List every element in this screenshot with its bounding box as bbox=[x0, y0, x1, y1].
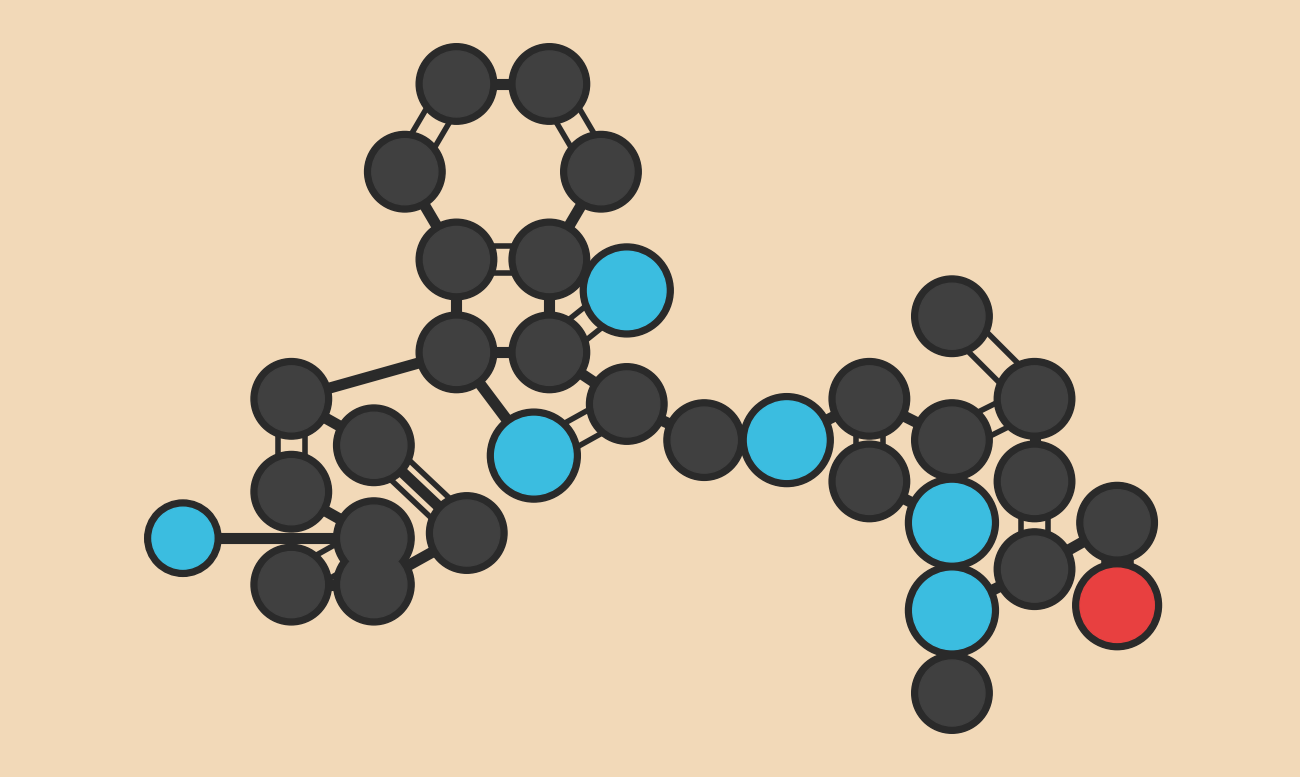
Circle shape bbox=[488, 409, 580, 502]
Circle shape bbox=[1001, 448, 1067, 514]
Circle shape bbox=[994, 441, 1075, 521]
Circle shape bbox=[144, 500, 221, 577]
Circle shape bbox=[341, 413, 407, 479]
Circle shape bbox=[913, 571, 991, 650]
Circle shape bbox=[516, 319, 582, 385]
Circle shape bbox=[919, 407, 985, 473]
Circle shape bbox=[251, 545, 332, 625]
Circle shape bbox=[588, 251, 666, 329]
Circle shape bbox=[494, 416, 573, 495]
Circle shape bbox=[594, 371, 660, 437]
Circle shape bbox=[1080, 568, 1154, 643]
Circle shape bbox=[334, 405, 415, 486]
Circle shape bbox=[1001, 536, 1067, 602]
Circle shape bbox=[911, 653, 992, 733]
Circle shape bbox=[919, 283, 985, 350]
Circle shape bbox=[251, 358, 332, 439]
Circle shape bbox=[510, 312, 590, 392]
Circle shape bbox=[994, 529, 1075, 609]
Circle shape bbox=[911, 400, 992, 480]
Circle shape bbox=[580, 244, 673, 337]
Circle shape bbox=[424, 51, 490, 117]
Circle shape bbox=[426, 493, 507, 573]
Circle shape bbox=[424, 319, 490, 385]
Circle shape bbox=[568, 138, 634, 205]
Circle shape bbox=[424, 226, 490, 292]
Circle shape bbox=[586, 364, 667, 444]
Circle shape bbox=[251, 451, 332, 532]
Circle shape bbox=[372, 138, 438, 205]
Circle shape bbox=[341, 505, 407, 571]
Circle shape bbox=[671, 407, 737, 473]
Circle shape bbox=[516, 226, 582, 292]
Circle shape bbox=[829, 358, 910, 439]
Circle shape bbox=[152, 507, 215, 569]
Circle shape bbox=[259, 366, 324, 432]
Circle shape bbox=[906, 476, 998, 569]
Circle shape bbox=[1001, 366, 1067, 432]
Circle shape bbox=[416, 219, 497, 300]
Circle shape bbox=[364, 131, 445, 212]
Circle shape bbox=[416, 44, 497, 124]
Circle shape bbox=[836, 448, 902, 514]
Circle shape bbox=[434, 500, 499, 566]
Circle shape bbox=[994, 358, 1075, 439]
Circle shape bbox=[913, 483, 991, 562]
Circle shape bbox=[919, 660, 985, 726]
Circle shape bbox=[510, 44, 590, 124]
Circle shape bbox=[906, 564, 998, 657]
Circle shape bbox=[740, 394, 833, 486]
Circle shape bbox=[510, 219, 590, 300]
Circle shape bbox=[259, 458, 324, 524]
Circle shape bbox=[911, 276, 992, 357]
Circle shape bbox=[341, 552, 407, 618]
Circle shape bbox=[516, 51, 582, 117]
Circle shape bbox=[259, 552, 324, 618]
Circle shape bbox=[664, 400, 745, 480]
Circle shape bbox=[560, 131, 641, 212]
Circle shape bbox=[416, 312, 497, 392]
Circle shape bbox=[829, 441, 910, 521]
Circle shape bbox=[747, 401, 826, 479]
Circle shape bbox=[836, 366, 902, 432]
Circle shape bbox=[334, 545, 415, 625]
Circle shape bbox=[1084, 490, 1150, 556]
Circle shape bbox=[1072, 561, 1161, 650]
Circle shape bbox=[334, 498, 415, 578]
Circle shape bbox=[1076, 483, 1157, 563]
